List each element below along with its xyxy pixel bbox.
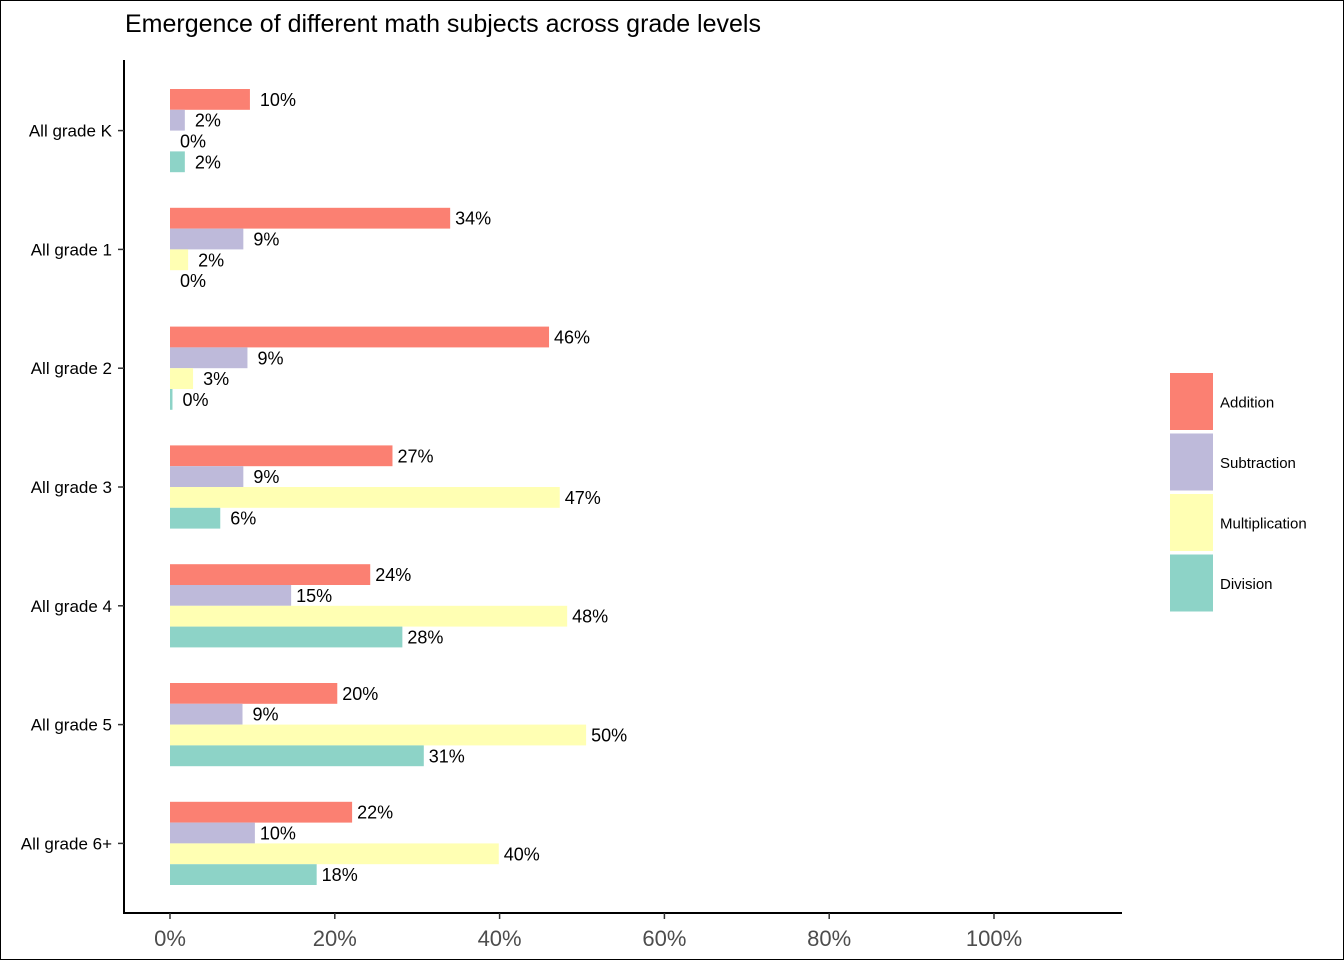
data-label: 31% [429,746,465,766]
data-label: 46% [554,328,590,348]
legend-key-subtraction [1170,433,1213,491]
bar-subtraction [170,466,244,487]
bar-multiplication [170,843,499,865]
bar-multiplication [170,249,189,271]
bar-subtraction [170,822,255,844]
data-label: 2% [198,250,224,270]
legend-label: Subtraction [1220,455,1296,472]
data-label: 24% [375,565,411,585]
x-tick-label: 80% [807,926,851,951]
data-label: 48% [572,607,608,627]
data-label: 10% [260,824,296,844]
bar-subtraction [170,109,185,131]
category-label: All grade 4 [31,597,112,616]
x-tick-label: 60% [642,926,686,951]
data-label: 0% [180,271,206,291]
legend-key-division [1170,554,1213,612]
data-label: 3% [203,369,229,389]
bar-addition [170,564,371,585]
bar-subtraction [170,228,244,250]
bar-division [170,151,185,173]
bar-division [170,864,317,885]
legend-key-multiplication [1170,494,1213,551]
bar-multiplication [170,368,194,389]
data-label: 0% [180,132,206,152]
bar-addition [170,89,250,110]
bar-multiplication [170,605,568,627]
x-tick-label: 100% [966,926,1022,951]
x-tick-label: 20% [313,926,357,951]
data-label: 18% [322,865,358,885]
bar-multiplication [170,487,560,508]
bar-addition [170,326,550,348]
category-label: All grade 3 [31,478,112,497]
data-label: 6% [230,509,256,529]
bar-addition [170,207,451,229]
data-label: 27% [397,446,433,466]
data-label: 10% [260,90,296,110]
legend-label: Division [1220,576,1273,593]
bar-division [170,745,424,767]
bar-subtraction [170,347,248,369]
data-label: 34% [455,209,491,229]
category-label: All grade 2 [31,359,112,378]
legend-key-addition [1170,373,1213,430]
bar-addition [170,801,353,823]
data-label: 0% [182,390,208,410]
bar-division [170,389,173,410]
data-label: 9% [257,348,283,368]
category-label: All grade 1 [31,240,112,259]
category-label: All grade 5 [31,716,112,735]
bar-subtraction [170,585,292,606]
bar-addition [170,683,338,704]
data-label: 9% [253,467,279,487]
data-label: 2% [195,111,221,131]
data-label: 15% [296,586,332,606]
data-label: 9% [253,705,279,725]
data-label: 28% [407,628,443,648]
bar-addition [170,445,393,467]
data-label: 2% [195,152,221,172]
data-label: 20% [342,684,378,704]
bar-division [170,507,221,529]
data-label: 47% [565,488,601,508]
data-label: 9% [253,230,279,250]
bar-subtraction [170,703,243,725]
bar-division [170,626,403,648]
data-label: 50% [591,726,627,746]
data-label: 40% [504,844,540,864]
data-label: 22% [357,803,393,823]
x-tick-label: 40% [478,926,522,951]
legend-label: Addition [1220,395,1274,412]
category-label: All grade 6+ [21,834,112,853]
x-tick-label: 0% [154,926,186,951]
category-label: All grade K [29,122,113,141]
legend-label: Multiplication [1220,516,1307,533]
bar-multiplication [170,724,587,746]
chart-title: Emergence of different math subjects acr… [125,10,761,38]
